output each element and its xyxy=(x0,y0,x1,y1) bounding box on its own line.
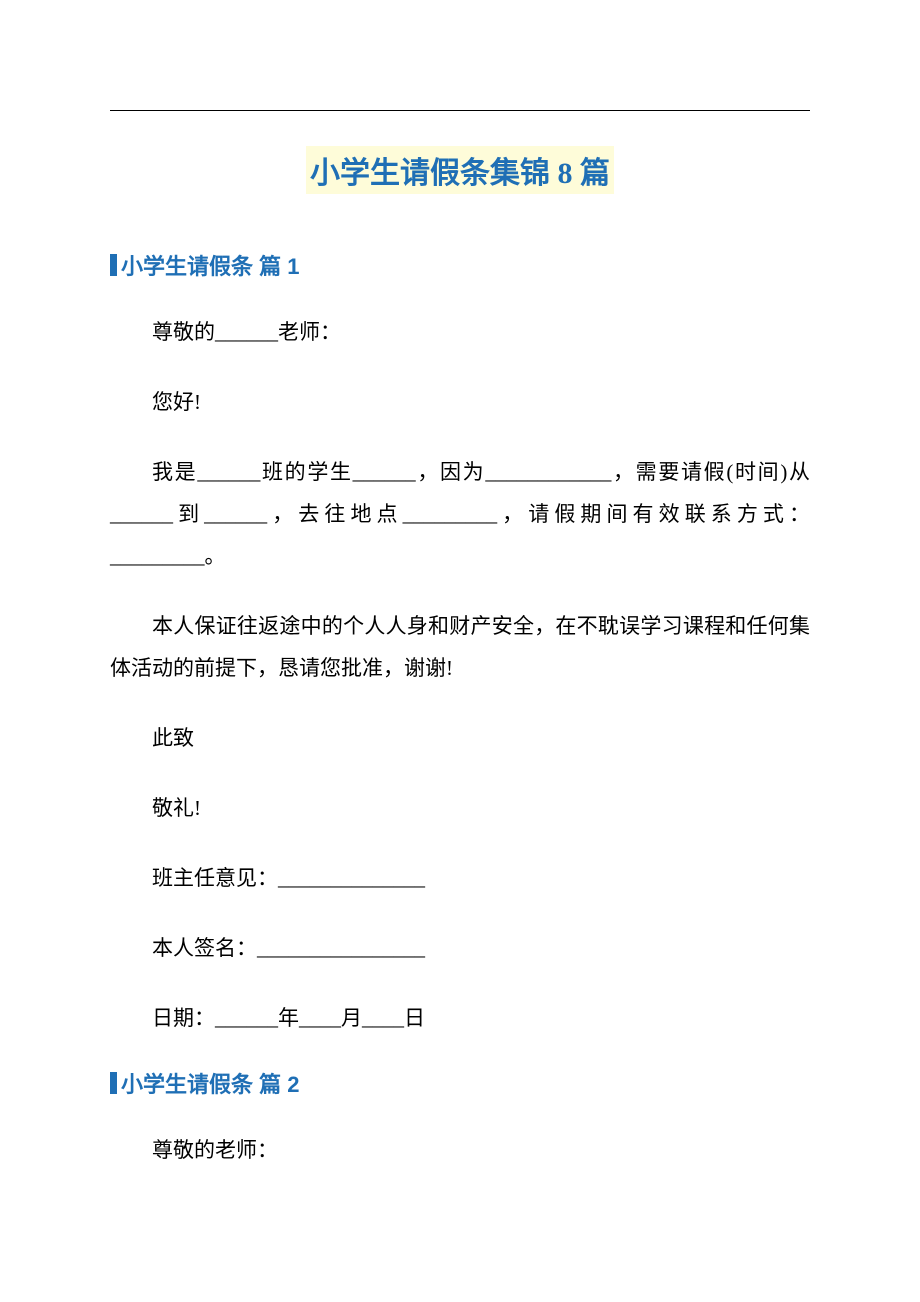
paragraph: 本人保证往返途中的个人人身和财产安全，在不耽误学习课程和任何集体活动的前提下，恳… xyxy=(110,605,810,689)
paragraph: 我是______班的学生______，因为____________，需要请假(时… xyxy=(110,451,810,577)
paragraph: 尊敬的______老师： xyxy=(110,311,810,353)
document-title: 小学生请假条集锦 8 篇 xyxy=(306,146,614,194)
paragraph: 日期：______年____月____日 xyxy=(110,997,810,1039)
paragraph: 此致 xyxy=(110,717,810,759)
section-heading-2: 小学生请假条 篇 2 xyxy=(110,1067,810,1099)
heading-bar-icon xyxy=(110,1072,117,1094)
paragraph: 您好! xyxy=(110,381,810,423)
paragraph: 敬礼! xyxy=(110,787,810,829)
top-rule xyxy=(110,110,810,111)
title-container: 小学生请假条集锦 8 篇 xyxy=(110,146,810,194)
section-heading-text: 小学生请假条 篇 1 xyxy=(121,249,299,281)
paragraph: 本人签名：________________ xyxy=(110,927,810,969)
paragraph: 班主任意见：______________ xyxy=(110,857,810,899)
section-heading-text: 小学生请假条 篇 2 xyxy=(121,1067,299,1099)
section-heading-1: 小学生请假条 篇 1 xyxy=(110,249,810,281)
document-page: 小学生请假条集锦 8 篇 小学生请假条 篇 1 尊敬的______老师： 您好!… xyxy=(0,0,920,1259)
paragraph: 尊敬的老师： xyxy=(110,1129,810,1171)
heading-bar-icon xyxy=(110,254,117,276)
